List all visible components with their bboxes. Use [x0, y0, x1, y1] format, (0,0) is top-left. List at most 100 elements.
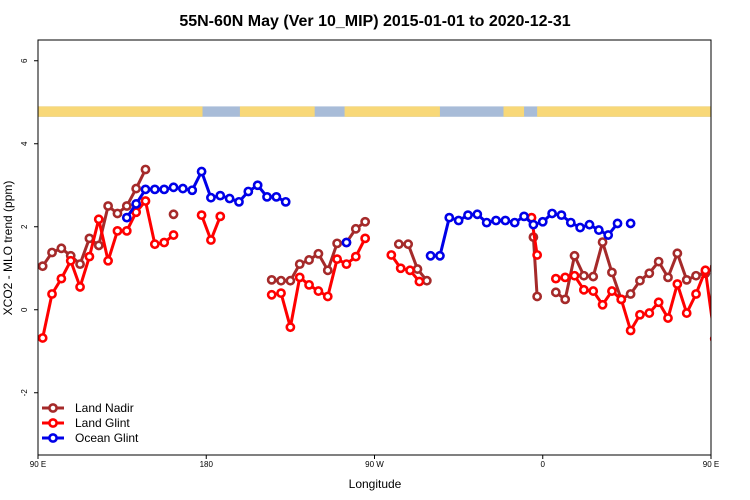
data-point: [121, 225, 132, 236]
series-line: [41, 199, 175, 339]
data-point: [393, 239, 404, 250]
legend-swatch-marker: [48, 403, 58, 413]
data-point: [532, 291, 543, 302]
series-line: [125, 170, 287, 219]
data-point: [560, 294, 571, 305]
data-point: [38, 333, 48, 343]
data-point: [112, 208, 123, 219]
data-point: [252, 180, 263, 191]
data-point: [215, 190, 226, 201]
data-point: [276, 275, 286, 286]
data-point: [709, 335, 711, 342]
data-point: [537, 216, 548, 227]
data-point: [266, 274, 277, 285]
data-point: [709, 263, 711, 271]
data-point: [519, 211, 529, 222]
data-point: [607, 267, 617, 278]
band-land: [38, 106, 203, 117]
series-land-nadir: [38, 164, 737, 305]
data-point: [603, 230, 614, 240]
data-point: [38, 261, 48, 272]
data-point: [681, 274, 692, 285]
data-point: [500, 215, 511, 226]
data-point: [131, 199, 142, 209]
data-point: [588, 286, 599, 296]
data-point: [294, 272, 305, 283]
data-point: [121, 201, 132, 211]
data-point: [405, 265, 415, 276]
x-tick-label: 90 E: [703, 460, 719, 469]
data-point: [653, 256, 664, 267]
data-point: [691, 270, 701, 281]
data-point: [481, 217, 492, 228]
data-point: [313, 248, 324, 259]
data-point: [332, 254, 343, 265]
data-point: [285, 322, 296, 333]
series-land-glint: [38, 196, 746, 343]
series-layer: [38, 164, 746, 343]
data-point: [276, 288, 286, 299]
data-point: [313, 286, 324, 296]
data-point: [730, 275, 737, 282]
data-point: [187, 185, 198, 196]
data-point: [550, 287, 561, 298]
band-land: [239, 106, 315, 117]
data-point: [625, 289, 636, 299]
data-point: [243, 186, 254, 197]
data-point: [435, 250, 445, 261]
data-point: [196, 166, 207, 177]
data-point: [47, 289, 57, 299]
data-point: [672, 248, 683, 259]
data-point: [47, 247, 57, 258]
data-point: [159, 237, 170, 248]
data-point: [578, 284, 589, 295]
data-point: [625, 325, 636, 336]
x-tick-label: 90 E: [30, 460, 46, 469]
data-point: [403, 239, 414, 250]
data-point: [681, 308, 692, 318]
data-point: [578, 270, 589, 281]
data-point: [395, 263, 406, 274]
data-point: [528, 219, 539, 230]
data-point: [168, 230, 179, 240]
data-point: [360, 233, 371, 244]
data-point: [569, 250, 580, 261]
data-point: [75, 282, 85, 292]
data-point: [616, 294, 627, 305]
legend-swatch-marker: [48, 433, 58, 443]
data-point: [691, 289, 701, 299]
x-tick-label: 180: [200, 460, 214, 469]
data-point: [285, 275, 296, 286]
data-point: [224, 193, 235, 204]
band-land: [503, 106, 525, 117]
data-point: [75, 259, 85, 269]
data-point: [386, 250, 397, 260]
data-point: [491, 215, 501, 226]
data-point: [341, 259, 352, 269]
band-land: [344, 106, 440, 117]
data-point: [663, 313, 673, 323]
data-point: [556, 210, 567, 221]
data-point: [730, 245, 737, 252]
data-point: [593, 225, 604, 235]
band-land: [537, 106, 711, 117]
data-point: [332, 238, 343, 249]
data-point: [663, 272, 673, 283]
data-point: [84, 251, 95, 262]
data-point: [322, 291, 333, 302]
data-point: [140, 164, 151, 175]
data-point: [341, 237, 352, 248]
data-point: [262, 191, 272, 202]
data-point: [453, 215, 464, 226]
x-tick-label: 0: [541, 460, 546, 469]
data-point: [550, 273, 561, 284]
data-point: [560, 272, 571, 283]
data-point: [206, 192, 216, 203]
data-point: [739, 256, 746, 263]
data-point: [294, 259, 305, 269]
y-axis-label: XCO2 - MLO trend (ppm): [1, 181, 15, 316]
data-point: [575, 222, 586, 233]
y-tick-label: 6: [20, 58, 29, 63]
data-point: [196, 210, 207, 221]
